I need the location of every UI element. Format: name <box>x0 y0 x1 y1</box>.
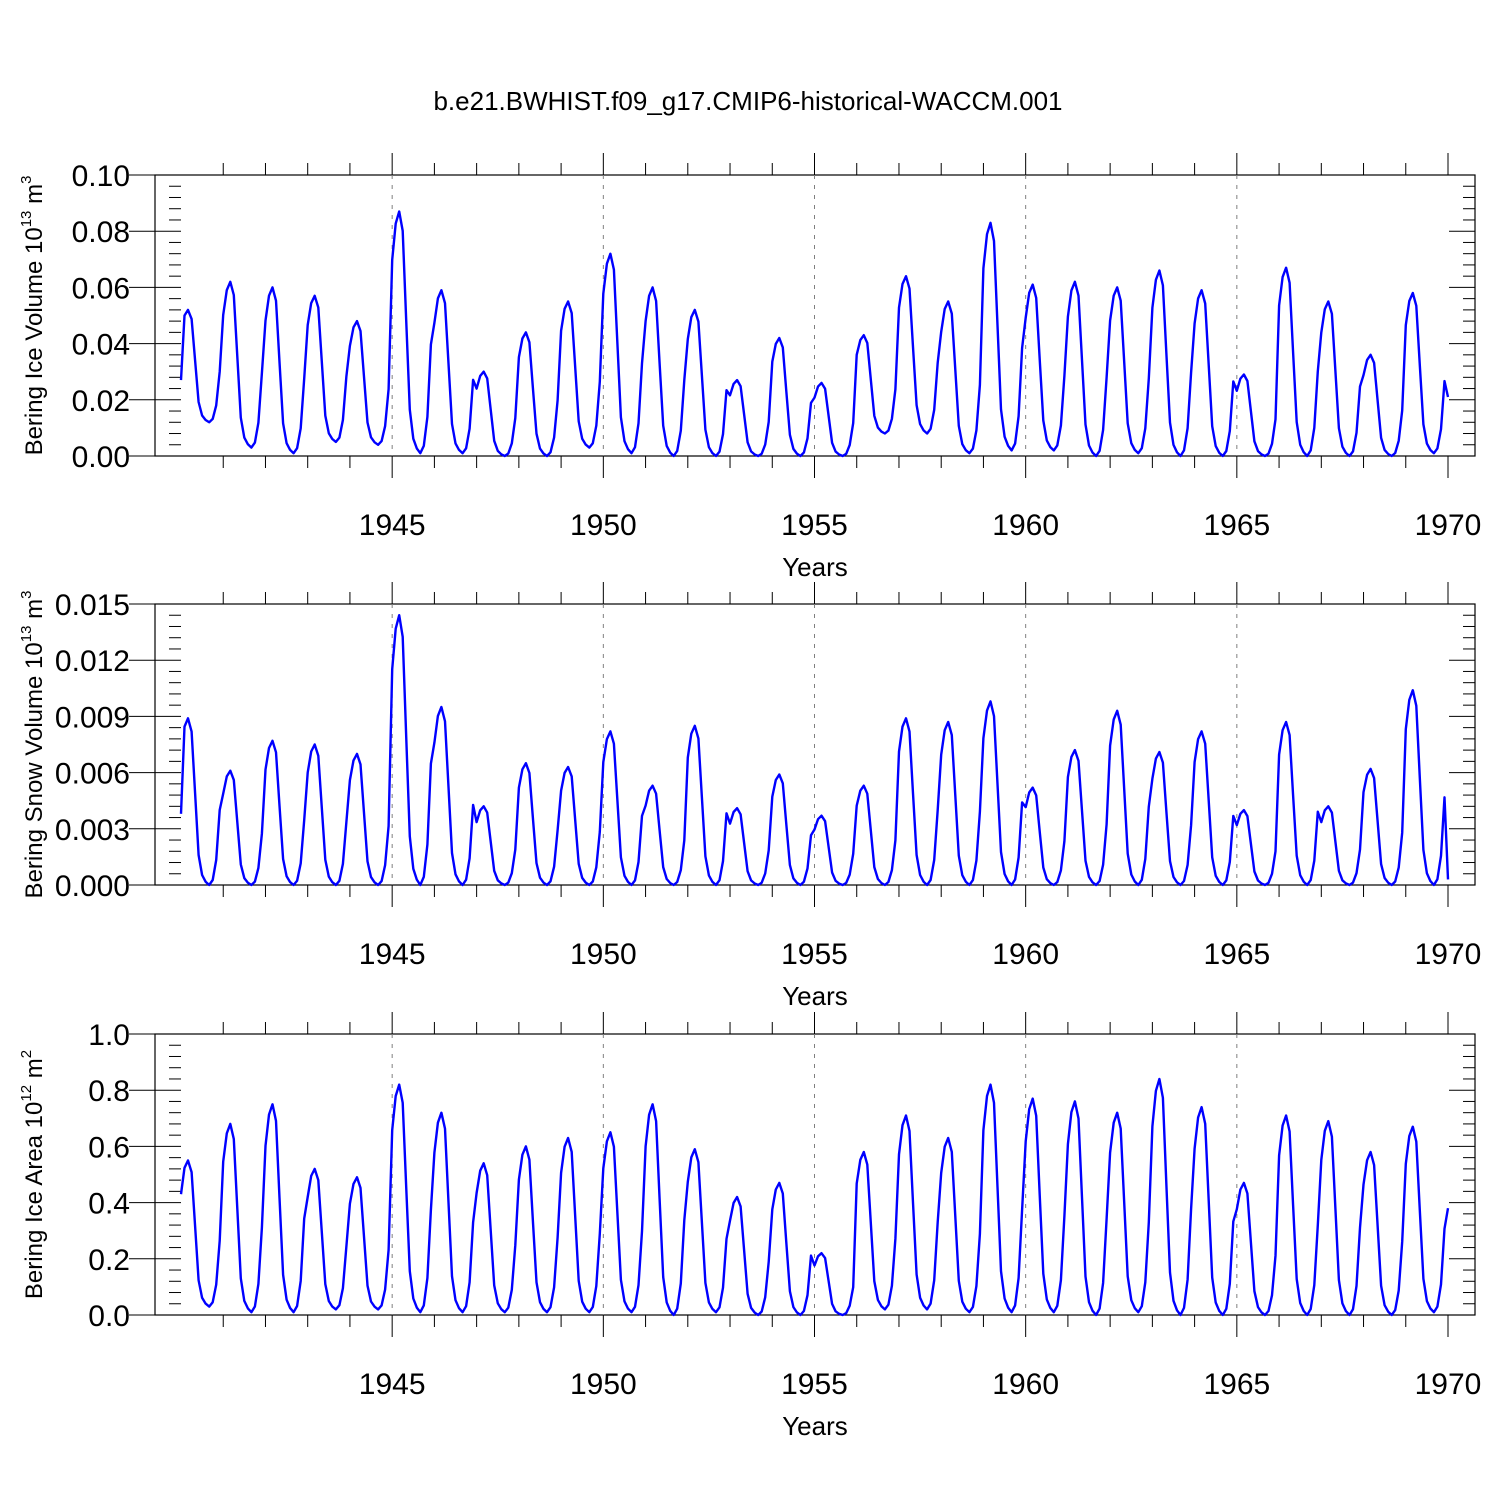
panel-ice-volume: 0.00 0.02 0.04 0.06 0.08 0.10 1945 1950 1955 1960… <box>18 153 1481 582</box>
y-label-exponent: 12 <box>18 1085 35 1102</box>
x-tick-label: 1970 <box>1415 509 1482 542</box>
y-tick-label: 0.4 <box>88 1188 130 1221</box>
y-tick-label: 0.003 <box>55 814 130 847</box>
y-label-exponent: 13 <box>18 626 35 643</box>
x-tick-label: 1955 <box>781 509 848 542</box>
panel-snow-volume: 0.000 0.003 0.006 0.009 0.012 0.015 1945 1950 19… <box>18 582 1481 1011</box>
y-tick-label: 0.015 <box>55 589 130 622</box>
y-tick-label: 0.10 <box>72 160 130 193</box>
y-label-main: Bering Ice Area 10 <box>21 1102 48 1299</box>
x-tick-label: 1945 <box>359 1368 426 1401</box>
y-label-unit: m <box>21 599 48 626</box>
y-tick-label: 0.08 <box>72 216 130 249</box>
x-tick-label: 1960 <box>992 509 1059 542</box>
y-tick-label: 0.012 <box>55 645 130 678</box>
y-label-unit: m <box>21 184 48 211</box>
series-line <box>179 1077 1450 1317</box>
y-label-main: Bering Ice Volume 10 <box>21 227 48 455</box>
y-tick-label: 0.06 <box>72 272 130 305</box>
y-label-unit-exponent: 3 <box>18 591 35 599</box>
y-tick-label: 0.009 <box>55 701 130 734</box>
x-axis-label: Years <box>782 981 848 1011</box>
y-tick-label: 0.00 <box>72 441 130 474</box>
x-tick-label: 1960 <box>992 938 1059 971</box>
x-tick-label: 1955 <box>781 1368 848 1401</box>
x-axis-label: Years <box>782 552 848 582</box>
x-tick-label: 1970 <box>1415 938 1482 971</box>
y-tick-label: 0.000 <box>55 870 130 903</box>
x-tick-label: 1965 <box>1203 1368 1270 1401</box>
y-label-unit-exponent: 2 <box>18 1050 35 1058</box>
x-tick-label: 1965 <box>1203 938 1270 971</box>
panel-ice-area: 0.0 0.2 0.4 0.6 0.8 1.0 1945 1950 1955 1960 1965 19… <box>18 1012 1481 1441</box>
x-tick-label: 1970 <box>1415 1368 1482 1401</box>
x-tick-label: 1950 <box>570 509 637 542</box>
y-tick-label: 0.04 <box>72 329 130 362</box>
y-label-unit: m <box>21 1058 48 1085</box>
x-tick-label: 1945 <box>359 938 426 971</box>
series-line <box>179 210 1450 458</box>
series-line <box>179 614 1450 887</box>
y-tick-label: 0.6 <box>88 1131 130 1164</box>
x-tick-label: 1950 <box>570 1368 637 1401</box>
y-axis-label: Bering Ice Volume 1013 m3 <box>18 176 48 456</box>
x-tick-label: 1960 <box>992 1368 1059 1401</box>
x-axis-label: Years <box>782 1411 848 1441</box>
x-tick-label: 1950 <box>570 938 637 971</box>
y-label-unit-exponent: 3 <box>18 176 35 184</box>
y-label-exponent: 13 <box>18 211 35 228</box>
y-tick-label: 1.0 <box>88 1019 130 1052</box>
y-tick-label: 0.8 <box>88 1075 130 1108</box>
figure-title: b.e21.BWHIST.f09_g17.CMIP6-historical-WA… <box>433 86 1062 116</box>
x-tick-label: 1945 <box>359 509 426 542</box>
y-tick-label: 0.006 <box>55 758 130 791</box>
y-tick-label: 0.2 <box>88 1244 130 1277</box>
y-tick-label: 0.0 <box>88 1300 130 1333</box>
y-tick-label: 0.02 <box>72 385 130 418</box>
y-axis-label: Bering Ice Area 1012 m2 <box>18 1050 48 1299</box>
x-tick-label: 1955 <box>781 938 848 971</box>
y-label-main: Bering Snow Volume 10 <box>21 642 48 898</box>
x-tick-label: 1965 <box>1203 509 1270 542</box>
y-axis-label: Bering Snow Volume 1013 m3 <box>18 591 48 899</box>
